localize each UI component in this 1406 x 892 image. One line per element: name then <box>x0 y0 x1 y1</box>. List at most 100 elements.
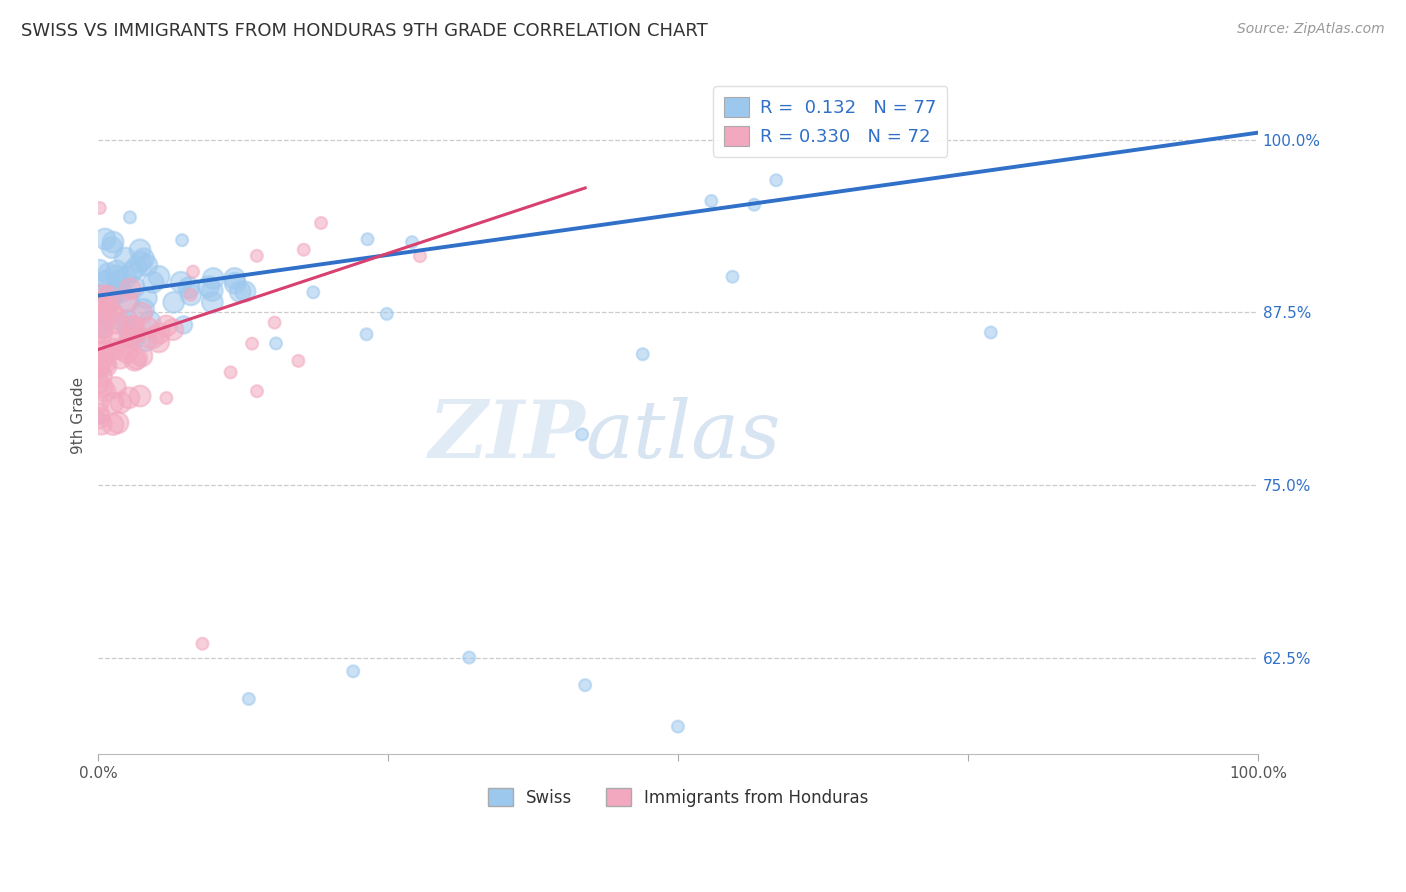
Point <box>574 678 596 692</box>
Point <box>89 289 111 303</box>
Point <box>742 198 765 212</box>
Point <box>115 345 138 359</box>
Point <box>93 344 115 359</box>
Y-axis label: 9th Grade: 9th Grade <box>72 377 86 454</box>
Point <box>219 365 242 379</box>
Point <box>94 300 117 314</box>
Point <box>121 264 143 278</box>
Point <box>125 260 148 275</box>
Point <box>89 302 111 317</box>
Point <box>129 243 152 257</box>
Point <box>105 283 128 297</box>
Point <box>148 326 170 341</box>
Point <box>91 351 114 366</box>
Point <box>129 255 152 269</box>
Point <box>101 289 124 303</box>
Point <box>142 276 165 290</box>
Point <box>571 427 593 442</box>
Point <box>132 252 155 266</box>
Point <box>87 367 110 381</box>
Point <box>89 357 111 371</box>
Point <box>287 354 309 368</box>
Point <box>118 391 141 405</box>
Point <box>264 336 287 351</box>
Point <box>142 331 165 345</box>
Point <box>458 650 481 665</box>
Point <box>105 311 128 326</box>
Point <box>356 327 378 342</box>
Point <box>155 391 177 405</box>
Point <box>90 417 112 432</box>
Point <box>631 347 654 361</box>
Point <box>89 314 111 328</box>
Point <box>91 320 114 334</box>
Point <box>101 241 124 255</box>
Point <box>87 407 110 421</box>
Point <box>292 243 315 257</box>
Point <box>721 269 744 284</box>
Point <box>101 235 124 249</box>
Point <box>96 274 118 288</box>
Point <box>240 336 263 351</box>
Point <box>131 349 153 363</box>
Point <box>117 294 139 309</box>
Point <box>105 317 128 331</box>
Point <box>90 368 112 383</box>
Point <box>342 665 364 679</box>
Point <box>224 276 246 290</box>
Point <box>129 389 152 403</box>
Point <box>356 232 378 246</box>
Point <box>118 211 141 225</box>
Point <box>375 307 398 321</box>
Point <box>110 285 132 299</box>
Text: atlas: atlas <box>585 397 780 475</box>
Text: ZIP: ZIP <box>429 397 585 475</box>
Point <box>90 326 112 341</box>
Point <box>118 331 141 345</box>
Point <box>238 692 260 706</box>
Point <box>181 265 204 279</box>
Point <box>91 380 114 394</box>
Text: SWISS VS IMMIGRANTS FROM HONDURAS 9TH GRADE CORRELATION CHART: SWISS VS IMMIGRANTS FROM HONDURAS 9TH GR… <box>21 22 707 40</box>
Point <box>118 324 141 338</box>
Point <box>229 285 252 299</box>
Point <box>94 356 117 370</box>
Point <box>401 235 423 249</box>
Point <box>201 295 224 310</box>
Point <box>91 288 114 302</box>
Point <box>87 306 110 320</box>
Point <box>177 280 200 294</box>
Point <box>136 320 159 334</box>
Legend: Swiss, Immigrants from Honduras: Swiss, Immigrants from Honduras <box>481 781 875 814</box>
Point <box>108 273 131 287</box>
Point <box>246 384 269 399</box>
Point <box>765 173 787 187</box>
Point <box>180 288 202 302</box>
Point <box>224 271 246 285</box>
Point <box>309 216 332 230</box>
Point <box>125 351 148 366</box>
Text: Source: ZipAtlas.com: Source: ZipAtlas.com <box>1237 22 1385 37</box>
Point <box>87 395 110 409</box>
Point <box>180 288 202 302</box>
Point <box>124 331 146 345</box>
Point <box>201 284 224 298</box>
Point <box>112 316 135 330</box>
Point <box>131 306 153 320</box>
Point <box>263 316 285 330</box>
Point <box>121 332 143 346</box>
Point <box>121 318 143 333</box>
Point <box>96 299 118 313</box>
Point <box>90 319 112 334</box>
Point <box>139 314 162 328</box>
Point <box>96 301 118 315</box>
Point <box>104 380 127 394</box>
Point <box>87 376 110 391</box>
Point <box>197 279 219 293</box>
Point <box>246 249 269 263</box>
Point <box>132 302 155 317</box>
Point <box>135 334 157 348</box>
Point <box>666 720 689 734</box>
Point <box>91 321 114 335</box>
Point <box>170 275 193 289</box>
